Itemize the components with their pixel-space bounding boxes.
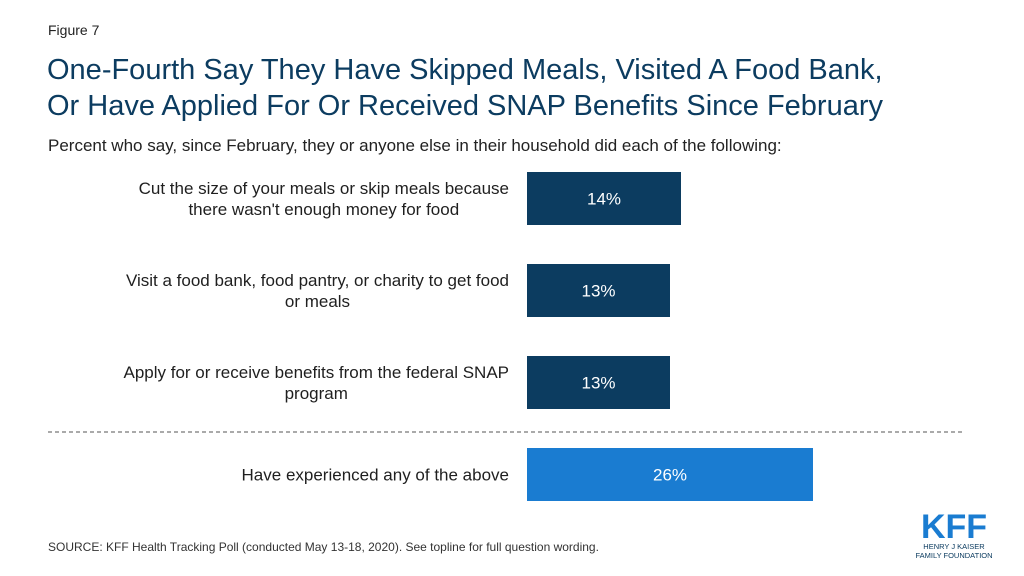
bar-value-label-2: 13%	[581, 374, 615, 393]
kff-logo-line1: HENRY J KAISER	[923, 542, 985, 551]
bar-value-label-0: 14%	[587, 190, 621, 209]
bar-1	[527, 264, 670, 317]
bar-2	[527, 356, 670, 409]
chart-title: One-Fourth Say They Have Skipped Meals, …	[47, 52, 1007, 124]
category-label-2-0: Apply for or receive benefits from the f…	[123, 363, 509, 382]
bar-value-label-1: 13%	[581, 282, 615, 301]
category-label-0-0: Cut the size of your meals or skip meals…	[139, 179, 509, 198]
bar-3	[527, 448, 813, 501]
category-label-1-0: Visit a food bank, food pantry, or chari…	[126, 271, 509, 290]
category-label-3-0: Have experienced any of the above	[242, 466, 509, 485]
chart-title-line-1: One-Fourth Say They Have Skipped Meals, …	[47, 54, 883, 86]
bar-value-label-3: 26%	[653, 466, 687, 485]
category-label-2-1: program	[285, 384, 348, 403]
category-label-1-1: or meals	[285, 292, 350, 311]
bar-0	[527, 172, 681, 225]
category-label-0-1: there wasn't enough money for food	[188, 200, 459, 219]
kff-logo: KFF HENRY J KAISER FAMILY FOUNDATION	[915, 508, 992, 560]
chart-title-line-2: Or Have Applied For Or Received SNAP Ben…	[47, 90, 884, 122]
figure-label: Figure 7	[48, 22, 100, 38]
kff-logo-text: KFF	[921, 508, 987, 546]
chart-subtitle: Percent who say, since February, they or…	[48, 136, 782, 155]
source-note: SOURCE: KFF Health Tracking Poll (conduc…	[48, 540, 599, 554]
kff-logo-line2: FAMILY FOUNDATION	[915, 551, 992, 560]
